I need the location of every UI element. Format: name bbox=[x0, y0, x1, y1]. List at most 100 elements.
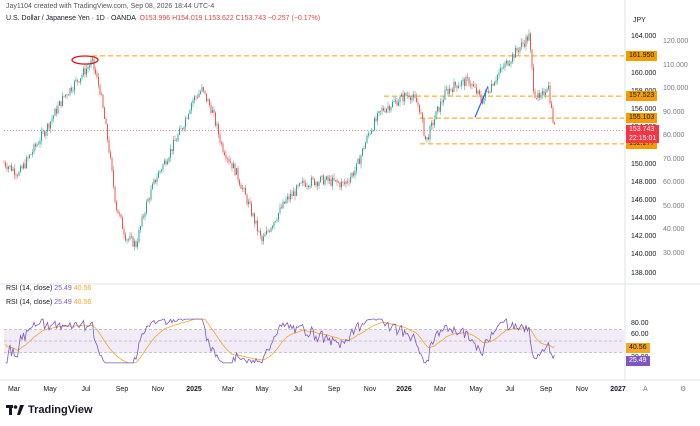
candle-body bbox=[402, 94, 404, 102]
candle-body bbox=[11, 165, 12, 171]
candle-body bbox=[531, 49, 533, 68]
candle-body bbox=[305, 183, 306, 187]
candle-body bbox=[404, 93, 405, 102]
candle-body bbox=[516, 47, 518, 51]
candle-body bbox=[281, 207, 282, 209]
time-tick: Jul bbox=[293, 386, 303, 393]
candle-body bbox=[8, 166, 9, 170]
candle-body bbox=[62, 95, 63, 107]
price-tick: 140.000 bbox=[631, 251, 657, 259]
candle-body bbox=[509, 63, 510, 66]
candle-body bbox=[296, 185, 297, 196]
candle-body bbox=[168, 157, 170, 162]
candle-body bbox=[126, 239, 128, 241]
candle-body bbox=[330, 178, 332, 186]
chart-creator-info: Jay1104 created with TradingView.com, Se… bbox=[6, 3, 215, 10]
tradingview-logo[interactable]: TradingView bbox=[6, 404, 93, 416]
candle-body bbox=[234, 163, 236, 175]
tradingview-logo-icon bbox=[6, 405, 24, 415]
candle-body bbox=[24, 163, 26, 169]
candle-body bbox=[524, 43, 525, 47]
candle-body bbox=[161, 169, 162, 172]
candle-body bbox=[461, 81, 462, 86]
auto-scale-button[interactable]: A bbox=[643, 386, 648, 393]
candle-body bbox=[257, 220, 258, 232]
time-tick: Mar bbox=[433, 386, 447, 393]
candle-body bbox=[317, 182, 318, 186]
candle-body bbox=[56, 108, 57, 114]
candle-body bbox=[155, 179, 156, 183]
candle-body bbox=[530, 33, 531, 50]
candle-body bbox=[135, 241, 137, 247]
candle-body bbox=[152, 184, 153, 190]
candle-body bbox=[398, 102, 399, 106]
percent-tick: 100.000 bbox=[663, 85, 689, 92]
candle-body bbox=[63, 95, 65, 97]
time-tick: Sep bbox=[539, 386, 553, 393]
candle-body bbox=[284, 201, 285, 204]
candle-body bbox=[323, 175, 324, 185]
candle-body bbox=[89, 65, 90, 68]
gear-icon[interactable]: ⚙ bbox=[680, 386, 687, 393]
candle-body bbox=[23, 163, 24, 169]
candle-body bbox=[200, 91, 201, 94]
candle-body bbox=[462, 79, 464, 82]
time-tick: 2026 bbox=[396, 386, 412, 393]
candle-body bbox=[303, 180, 305, 184]
candle-body bbox=[437, 106, 438, 112]
candle-body bbox=[77, 79, 78, 82]
candle-body bbox=[390, 107, 392, 111]
candle-body bbox=[476, 87, 477, 94]
candle-body bbox=[38, 143, 39, 145]
candle-body bbox=[227, 158, 228, 160]
candle-body bbox=[483, 97, 485, 104]
candle-body bbox=[101, 94, 102, 96]
candle-body bbox=[426, 137, 428, 140]
candle-body bbox=[222, 143, 224, 153]
candle-body bbox=[482, 100, 483, 104]
candle-body bbox=[164, 160, 165, 165]
candle-body bbox=[119, 213, 120, 215]
candle-body bbox=[327, 176, 329, 181]
candle-body bbox=[399, 96, 401, 103]
candle-body bbox=[480, 94, 482, 101]
candle-body bbox=[48, 123, 50, 129]
candle-body bbox=[167, 161, 168, 165]
candle-body bbox=[51, 118, 53, 122]
candle-body bbox=[428, 137, 429, 140]
candle-body bbox=[132, 236, 134, 247]
percent-tick: 70.000 bbox=[663, 155, 685, 163]
candle-body bbox=[363, 148, 365, 149]
candle-body bbox=[92, 58, 93, 61]
candle-body bbox=[113, 170, 114, 187]
candle-body bbox=[249, 201, 251, 204]
rsi-line bbox=[5, 318, 555, 364]
candle-body bbox=[146, 201, 147, 214]
candle-body bbox=[183, 127, 185, 130]
rsi-tick: 80.00 bbox=[631, 319, 649, 327]
symbol-name: U.S. Dollar / Japanese Yen · 1D · OANDA bbox=[6, 15, 136, 22]
candle-body bbox=[551, 103, 552, 108]
legend-open: O153.996 bbox=[139, 15, 171, 22]
candle-body bbox=[548, 85, 549, 89]
percent-tick: 120.000 bbox=[663, 38, 689, 45]
candle-body bbox=[87, 67, 89, 69]
price-tick: 148.000 bbox=[631, 178, 657, 186]
tradingview-wordmark: TradingView bbox=[28, 404, 93, 416]
candle-body bbox=[447, 89, 449, 94]
candle-body bbox=[311, 177, 312, 186]
candle-body bbox=[71, 87, 72, 92]
candle-body bbox=[440, 101, 441, 112]
candle-body bbox=[498, 72, 500, 76]
candle-body bbox=[32, 152, 33, 155]
candle-body bbox=[251, 203, 252, 216]
candle-body bbox=[470, 84, 471, 86]
currency-label: JPY bbox=[633, 17, 646, 24]
candle-body bbox=[12, 168, 14, 171]
candle-body bbox=[494, 82, 495, 86]
candle-body bbox=[393, 101, 395, 103]
candle-body bbox=[504, 63, 506, 68]
candle-body bbox=[525, 36, 527, 47]
candle-body bbox=[459, 85, 461, 87]
